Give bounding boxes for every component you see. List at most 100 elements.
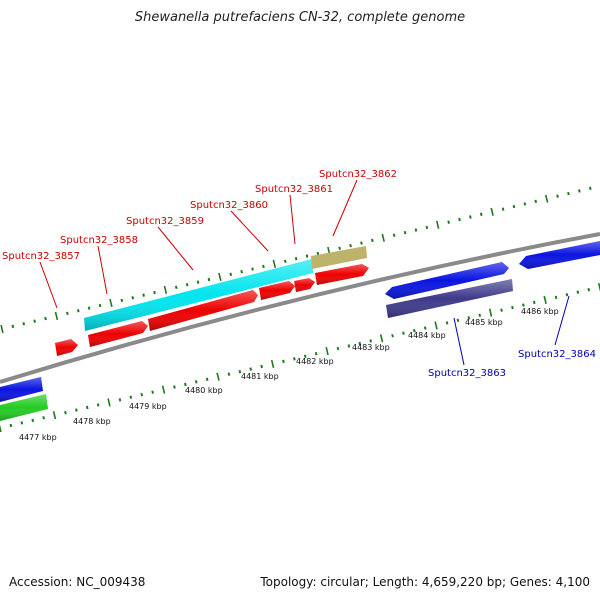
lower-tick [161,385,166,394]
lower-tick [270,359,275,368]
gene-label-3859[interactable]: Sputcn32_3859 [126,216,204,227]
lower-tick [543,295,547,304]
upper-tick [371,238,374,243]
lower-tick [52,411,57,420]
upper-tick [338,246,341,250]
upper-tick [272,259,277,268]
upper-tick [229,272,233,277]
upper-tick [305,254,309,258]
upper-tick [436,220,440,229]
upper-tick [0,324,4,334]
upper-tick [142,293,145,297]
gene-label-3858[interactable]: Sputcn32_3858 [60,235,138,246]
label-leader-lines [39,179,570,366]
lower-tick [85,405,89,410]
lower-tick [587,287,591,292]
lower-tick [9,423,13,428]
lower-tick [173,385,176,389]
upper-tick [11,324,15,329]
kbp-label-4486: 4486 kbp [521,307,559,316]
upper-tick [501,207,505,211]
lower-tick [522,303,525,307]
lower-tick [0,424,2,433]
lower-tick [216,372,220,381]
upper-tick [240,269,243,274]
lower-tick [31,418,35,423]
feature-layer [0,241,600,421]
upper-tick [174,285,178,290]
gene-label-3863[interactable]: Sputcn32_3863 [428,368,506,379]
upper-tick [556,194,559,198]
upper-tick [567,191,570,196]
lower-tick [249,367,253,371]
lower-tick [260,364,263,369]
upper-tick [33,319,36,323]
kbp-label-4480: 4480 kbp [185,386,223,395]
kbp-label-4477: 4477 kbp [19,433,57,442]
lower-tick [336,346,340,351]
upper-tick [392,233,396,237]
lower-tick [478,313,482,317]
upper-tick [76,309,80,313]
lower-tick [413,328,416,333]
upper-tick [578,189,581,193]
upper-tick [185,283,189,287]
lower-tick [554,295,558,300]
upper-tick [218,272,222,281]
upper-tick [98,303,102,308]
upper-tick [44,316,47,321]
kbp-labels: 4477 kbp 4478 kbp 4479 kbp 4480 kbp 4481… [19,307,559,442]
lower-tick [129,395,133,399]
upper-tick [109,298,113,307]
upper-tick [490,207,494,216]
kbp-label-4484: 4484 kbp [408,331,446,340]
lower-tick [20,421,24,425]
lower-tick [445,321,449,325]
lower-tick [64,410,67,415]
gene-label-3861[interactable]: Sputcn32_3861 [255,184,333,195]
gene-label-3860[interactable]: Sputcn32_3860 [190,200,268,211]
gene-label-3862[interactable]: Sputcn32_3862 [319,169,397,180]
lower-tick [75,408,78,412]
gene-label-3857[interactable]: Sputcn32_3857 [2,251,80,262]
gene-label-3864[interactable]: Sputcn32_3864 [518,349,596,360]
lower-tick [358,341,362,346]
lower-tick [576,290,580,294]
upper-tick [469,215,472,219]
upper-tick [458,217,461,222]
upper-tick [479,212,483,217]
lower-tick-row [0,283,600,433]
lower-tick [42,416,45,420]
lower-tick [391,334,394,338]
upper-tick [87,306,91,310]
lower-tick [96,403,100,407]
upper-tick-row [0,186,592,334]
upper-tick [588,186,592,191]
lower-tick [532,300,536,305]
lower-tick [184,382,187,387]
kbp-label-4483: 4483 kbp [352,343,390,352]
upper-tick [544,194,549,203]
lower-tick [488,308,493,317]
upper-tick [349,243,352,248]
kbp-label-4485: 4485 kbp [465,318,503,327]
map-title: Shewanella putrefaciens CN-32, complete … [134,10,466,25]
lower-tick [238,369,242,374]
lower-tick [347,344,351,348]
upper-tick [196,280,200,284]
upper-tick [54,311,59,321]
kbp-label-4478: 4478 kbp [73,417,111,426]
upper-tick [447,220,450,224]
upper-tick [131,296,135,300]
lower-tick [194,380,198,384]
feature-bar-tan[interactable] [311,246,367,269]
upper-tick [283,259,287,263]
lower-tick [293,357,296,361]
lower-tick [303,354,307,358]
upper-tick [262,264,265,269]
upper-tick [512,204,516,209]
gene-labels: Sputcn32_3857 Sputcn32_3858 Sputcn32_385… [2,169,596,379]
lower-tick [282,359,285,364]
genome-stats-text: Topology: circular; Length: 4,659,220 bp… [260,575,590,589]
